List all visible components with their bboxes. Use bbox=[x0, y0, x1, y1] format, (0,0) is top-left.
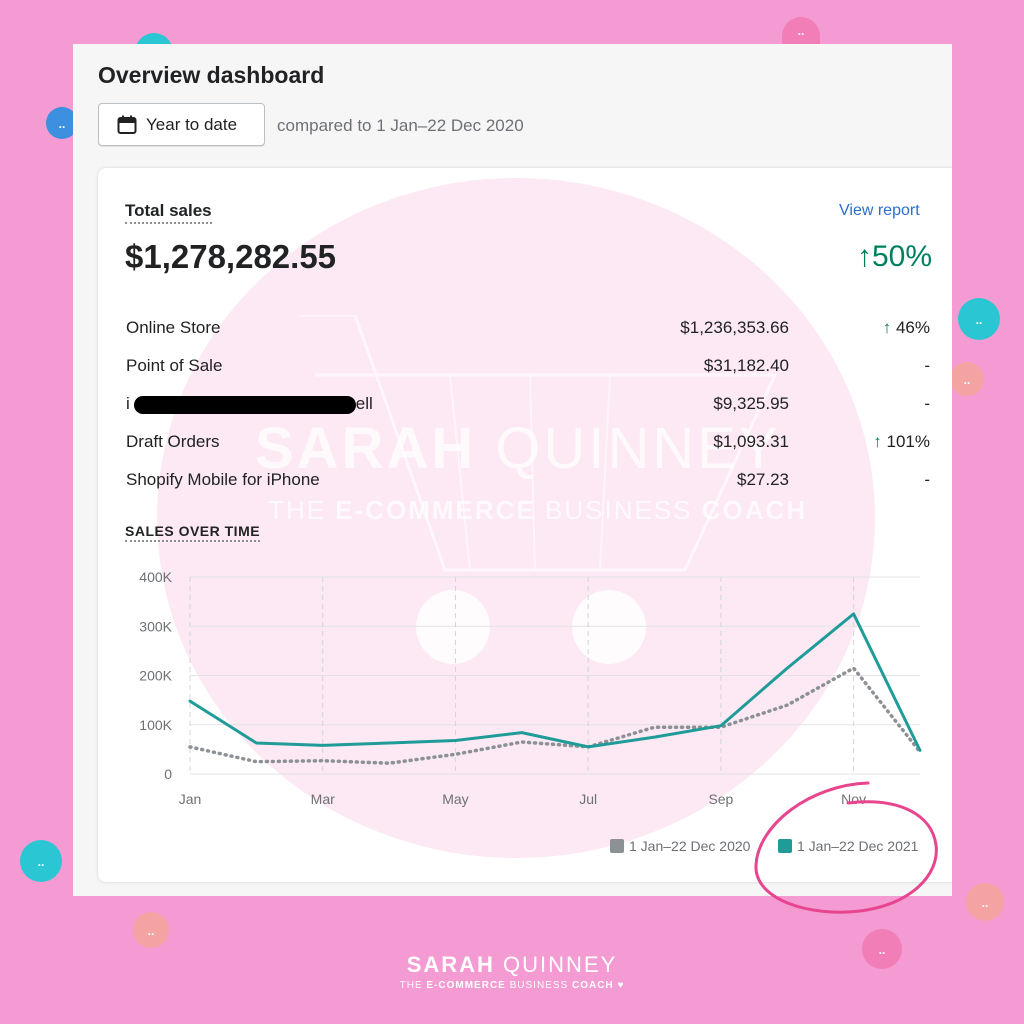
footer-tagline: THE E-COMMERCE BUSINESS COACH ♥ bbox=[399, 980, 625, 991]
channel-row: Draft Orders $1,093.31 ↑ 101% bbox=[126, 432, 930, 456]
decorative-bubble bbox=[862, 929, 902, 969]
channel-name: Online Store bbox=[126, 318, 221, 337]
channel-change: - bbox=[924, 394, 930, 413]
y-tick-label: 400K bbox=[139, 569, 172, 585]
channel-change: - bbox=[924, 470, 930, 489]
view-report-link[interactable]: View report bbox=[839, 202, 920, 219]
y-tick-label: 0 bbox=[164, 766, 172, 782]
legend-label: 1 Jan–22 Dec 2021 bbox=[797, 838, 919, 854]
channel-amount: $27.23 bbox=[737, 470, 789, 489]
x-tick-label: Jan bbox=[179, 791, 202, 807]
legend-item-2021[interactable]: 1 Jan–22 Dec 2021 bbox=[778, 838, 918, 854]
x-tick-label: Mar bbox=[311, 791, 335, 807]
decorative-bubble bbox=[950, 362, 984, 396]
arrow-up-icon: ↑ bbox=[882, 318, 892, 337]
channel-name: i ell bbox=[126, 394, 373, 413]
y-tick-label: 100K bbox=[139, 717, 172, 733]
date-range-label: Year to date bbox=[146, 114, 238, 134]
y-tick-label: 300K bbox=[139, 618, 172, 634]
redaction-bar bbox=[134, 396, 356, 414]
sales-over-time-label[interactable]: SALES OVER TIME bbox=[125, 523, 261, 542]
channel-amount: $1,093.31 bbox=[713, 432, 789, 451]
channel-row: Shopify Mobile for iPhone $27.23 - bbox=[126, 470, 930, 494]
channel-amount: $31,182.40 bbox=[703, 356, 789, 375]
decorative-bubble bbox=[958, 298, 1000, 340]
channel-row: Point of Sale $31,182.40 - bbox=[126, 356, 930, 380]
compare-text: compared to 1 Jan–22 Dec 2020 bbox=[277, 116, 524, 135]
series-line-1 bbox=[188, 612, 922, 752]
legend-item-2020[interactable]: 1 Jan–22 Dec 2020 bbox=[610, 838, 750, 854]
sales-over-time-chart: 0 100K 200K 300K 400K Jan Mar May Jul Sep Nov bbox=[139, 569, 922, 807]
y-tick-label: 200K bbox=[139, 668, 172, 684]
arrow-up-icon: ↑ bbox=[873, 432, 882, 451]
calendar-icon bbox=[117, 115, 137, 134]
arrow-up-icon: ↑ bbox=[856, 240, 872, 273]
channel-amount: $1,236,353.66 bbox=[680, 318, 789, 337]
channel-amount: $9,325.95 bbox=[713, 394, 789, 413]
channel-row: Online Store $1,236,353.66 ↑ 46% bbox=[126, 318, 930, 342]
x-tick-label: Jul bbox=[579, 791, 597, 807]
channel-name: Draft Orders bbox=[126, 432, 220, 451]
series-line-0 bbox=[188, 666, 922, 765]
x-tick-label: Nov bbox=[841, 791, 866, 807]
total-sales-label[interactable]: Total sales bbox=[125, 201, 212, 224]
decorative-bubble bbox=[133, 912, 169, 948]
footer-brand: SARAH QUINNEY bbox=[406, 952, 618, 977]
x-tick-label: May bbox=[442, 791, 468, 807]
channel-change: - bbox=[924, 356, 930, 375]
total-sales-growth: ↑50% bbox=[856, 240, 932, 273]
decorative-bubble bbox=[782, 17, 820, 44]
channel-name: Shopify Mobile for iPhone bbox=[126, 470, 320, 489]
total-sales-amount: $1,278,282.55 bbox=[125, 238, 337, 275]
decorative-bubble bbox=[46, 107, 78, 139]
decorative-bubble bbox=[966, 883, 1004, 921]
date-range-button[interactable]: Year to date bbox=[98, 103, 265, 146]
channel-change: ↑ 101% bbox=[873, 432, 930, 451]
legend-label: 1 Jan–22 Dec 2020 bbox=[629, 838, 751, 854]
page-title: Overview dashboard bbox=[98, 62, 325, 88]
channel-row: i ell $9,325.95 - bbox=[126, 394, 930, 418]
channel-change: ↑ 46% bbox=[882, 318, 930, 337]
decorative-bubble bbox=[20, 840, 62, 882]
channel-name: Point of Sale bbox=[126, 356, 223, 375]
heart-icon: ♥ bbox=[617, 980, 625, 991]
legend-swatch bbox=[778, 839, 792, 853]
x-tick-label: Sep bbox=[708, 791, 733, 807]
legend-swatch bbox=[610, 839, 624, 853]
